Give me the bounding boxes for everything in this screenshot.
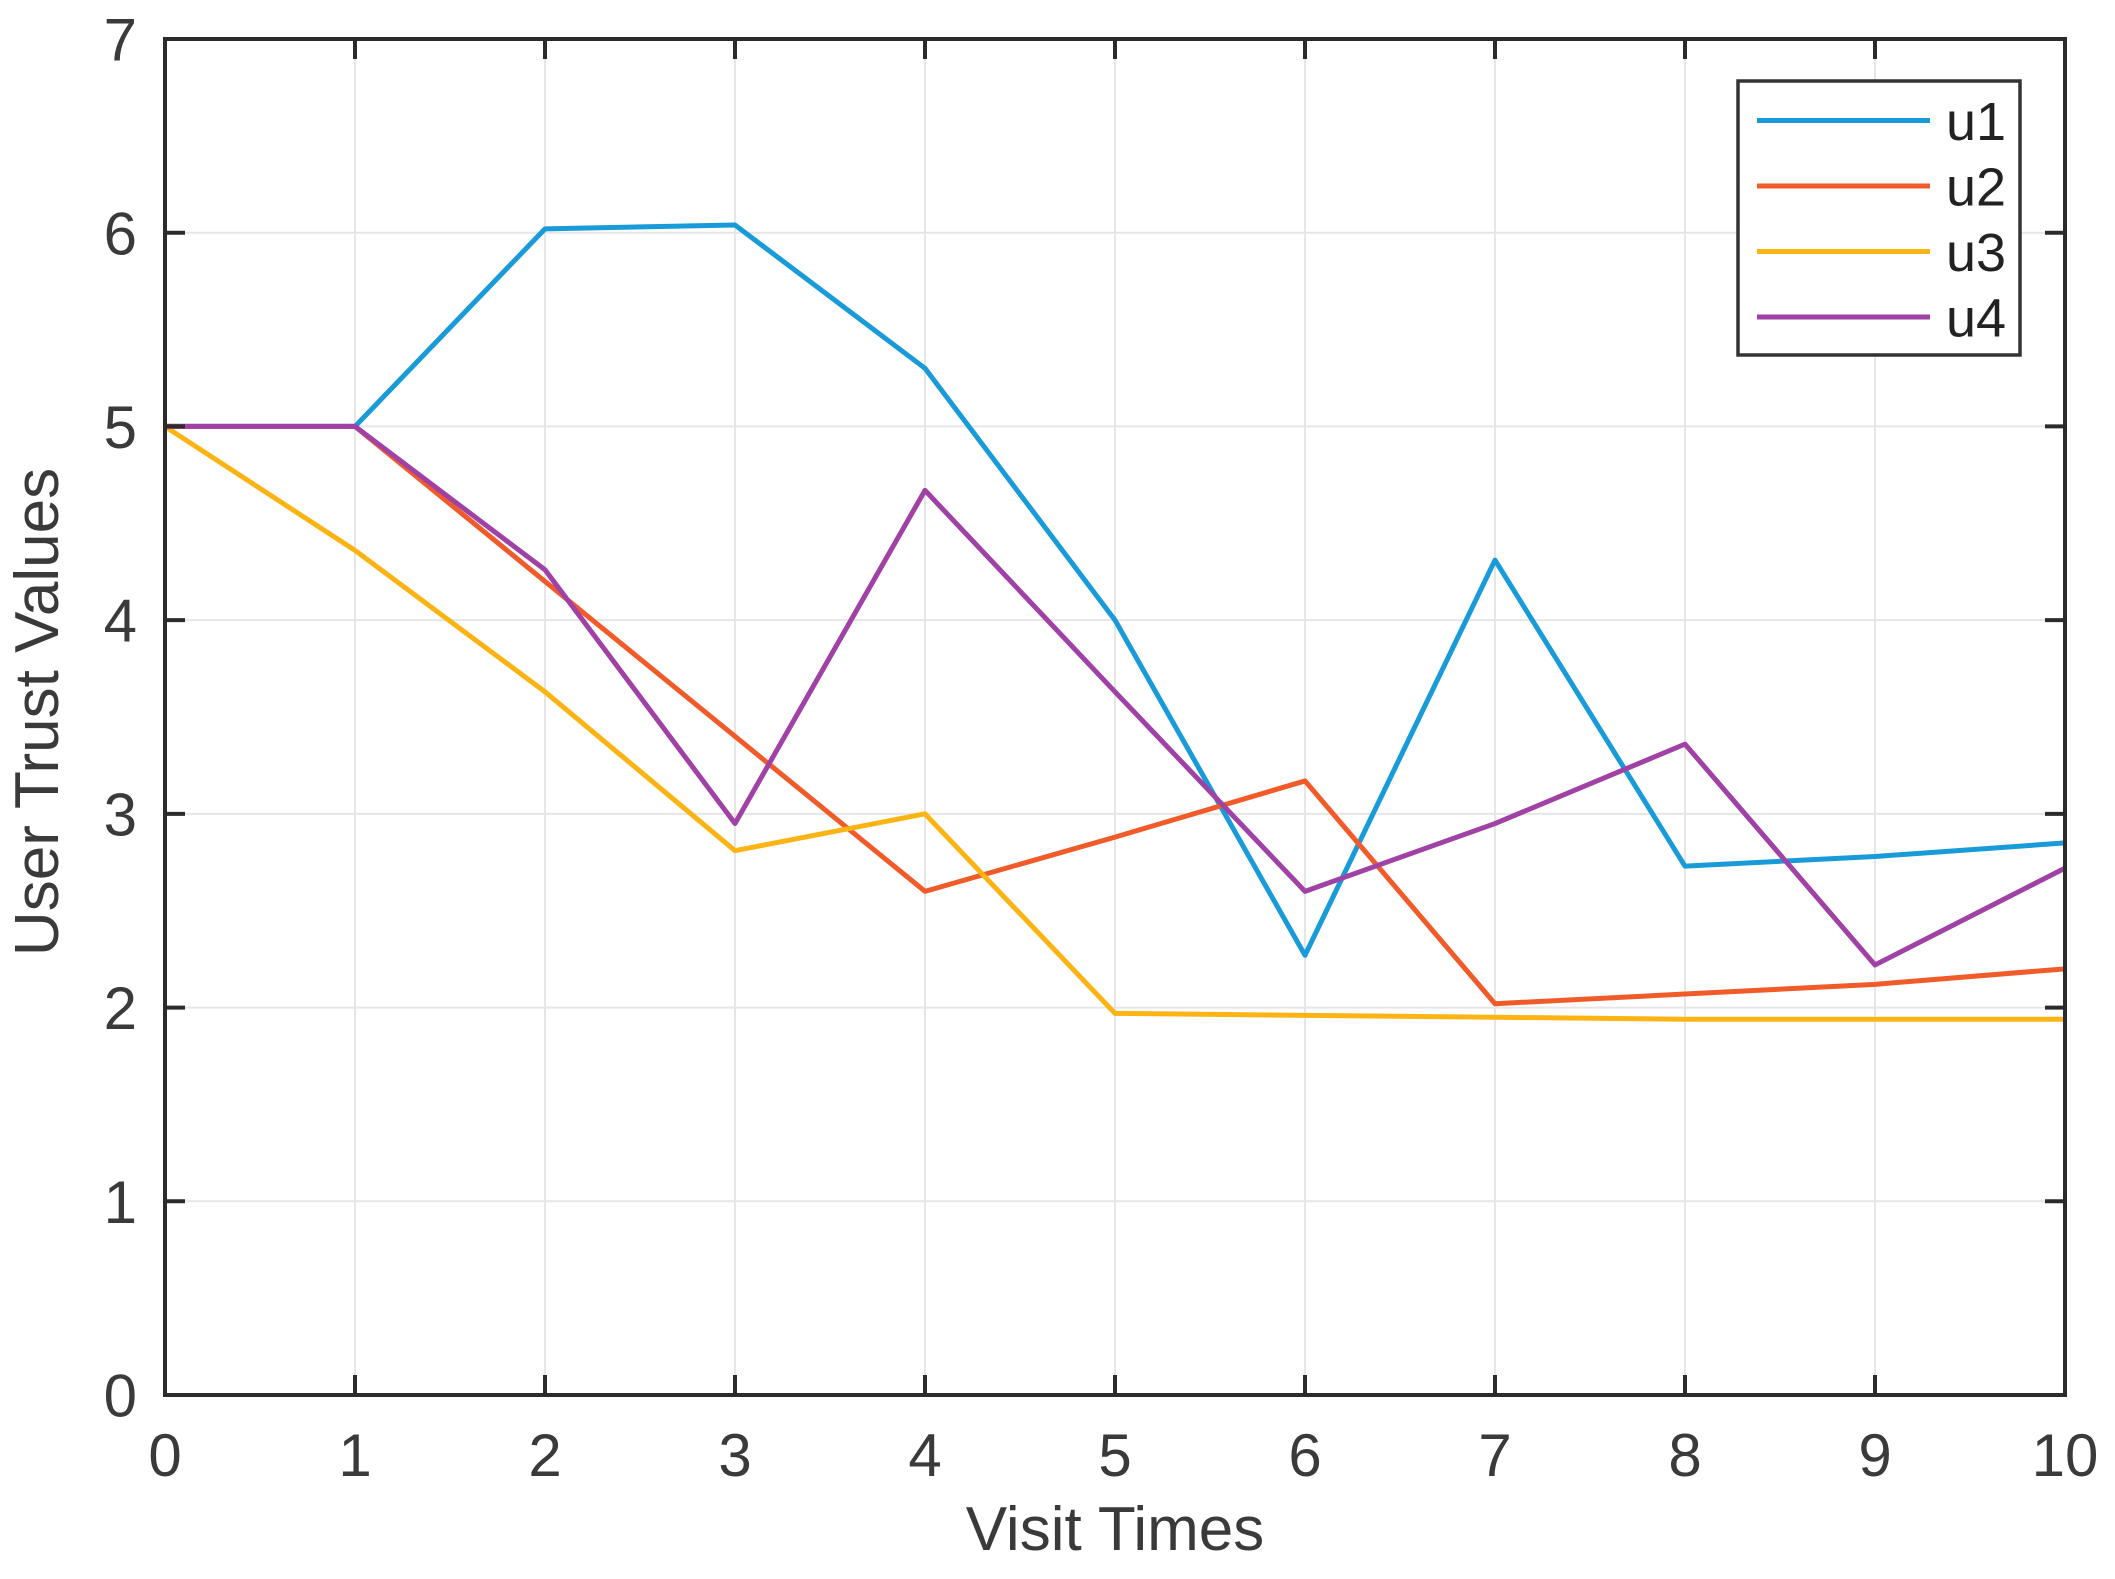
x-tick-label: 7 [1478,1422,1511,1489]
legend-label-u2: u2 [1946,157,2006,217]
legend-label-u1: u1 [1946,92,2006,152]
x-tick-label: 2 [528,1422,561,1489]
legend-label-u4: u4 [1946,288,2006,348]
series-line-u2 [165,423,2066,1007]
y-tick-label: 6 [104,200,137,267]
tick-marks [163,37,2067,1397]
x-tick-label: 9 [1858,1422,1891,1489]
x-tick-label: 4 [908,1422,941,1489]
legend-label-u3: u3 [1946,223,2006,283]
tick-labels: 0 1 2 3 4 5 6 7 8 9 10 0 1 2 3 4 5 6 7 [104,7,2099,1489]
y-tick-label: 1 [104,1169,137,1236]
x-tick-label: 10 [2032,1422,2099,1489]
x-tick-label: 0 [148,1422,181,1489]
y-tick-label: 3 [104,781,137,848]
x-tick-label: 6 [1288,1422,1321,1489]
y-tick-label: 4 [104,588,137,655]
x-axis-title: Visit Times [966,1495,1265,1564]
y-tick-label: 2 [104,975,137,1042]
x-tick-label: 8 [1668,1422,1701,1489]
series-line-u3 [163,424,2065,1022]
x-tick-label: 5 [1098,1422,1131,1489]
x-tick-label: 3 [718,1422,751,1489]
y-tick-label: 5 [104,394,137,461]
legend-box [1736,79,2022,357]
series-line-u1 [165,222,2066,958]
x-tick-label: 1 [338,1422,371,1489]
y-tick-label: 7 [104,7,137,74]
data-series [163,222,2067,1022]
y-axis-title: User Trust Values [3,468,72,956]
y-tick-label: 0 [104,1363,137,1430]
series-line-u4 [165,423,2067,968]
